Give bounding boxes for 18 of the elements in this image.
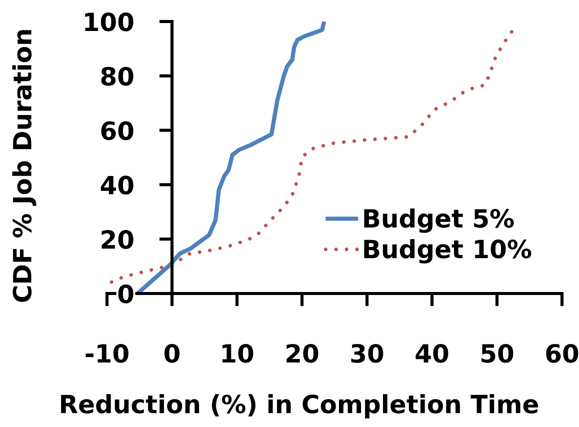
legend-label: Budget 10% xyxy=(364,239,532,264)
y-tick-label: 20 xyxy=(102,230,134,249)
x-tick-label: 50 xyxy=(482,344,514,363)
legend-label: Budget 5% xyxy=(364,208,514,233)
y-tick-label: 100 xyxy=(85,12,134,32)
y-tick-label: 0 xyxy=(118,284,134,304)
y-axis-title: CDF % Job Duration xyxy=(12,30,36,302)
x-tick-label: 20 xyxy=(286,344,318,363)
x-tick-label: 30 xyxy=(351,344,384,363)
x-axis-title: Reduction (%) in Completion Time xyxy=(61,394,538,418)
y-tick-label: 80 xyxy=(101,66,134,86)
y-tick-label: 40 xyxy=(100,176,134,195)
x-tick-label: 10 xyxy=(222,344,254,363)
x-tick-label: 0 xyxy=(164,344,180,363)
x-tick-label: 60 xyxy=(546,344,578,363)
x-tick-label: 40 xyxy=(416,344,448,363)
x-tick-label: -10 xyxy=(86,344,128,363)
y-tick-label: 60 xyxy=(101,121,134,140)
